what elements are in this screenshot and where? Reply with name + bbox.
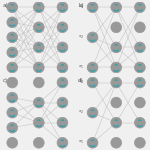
Circle shape — [87, 77, 98, 88]
Text: $x_1$: $x_1$ — [78, 139, 84, 146]
Circle shape — [33, 22, 44, 33]
Circle shape — [7, 2, 18, 13]
Circle shape — [87, 32, 98, 43]
Circle shape — [111, 77, 122, 88]
Circle shape — [87, 137, 98, 148]
Circle shape — [111, 137, 122, 148]
Circle shape — [7, 122, 18, 133]
Circle shape — [33, 97, 44, 108]
Circle shape — [57, 137, 68, 148]
Circle shape — [135, 117, 145, 128]
Circle shape — [135, 42, 145, 53]
Circle shape — [33, 117, 44, 128]
Circle shape — [7, 137, 18, 148]
Circle shape — [57, 22, 68, 33]
Text: $x_2$: $x_2$ — [78, 34, 84, 41]
Circle shape — [7, 77, 18, 88]
Circle shape — [7, 32, 18, 43]
Circle shape — [135, 97, 145, 108]
Text: a): a) — [3, 3, 9, 8]
Circle shape — [57, 42, 68, 53]
Circle shape — [111, 22, 122, 33]
Circle shape — [57, 117, 68, 128]
Circle shape — [87, 107, 98, 118]
Circle shape — [57, 97, 68, 108]
Circle shape — [135, 22, 145, 33]
Circle shape — [135, 77, 145, 88]
Circle shape — [7, 92, 18, 103]
Text: $x_2$: $x_2$ — [78, 109, 84, 116]
Circle shape — [33, 42, 44, 53]
Circle shape — [111, 97, 122, 108]
Text: d): d) — [78, 78, 84, 83]
Circle shape — [33, 2, 44, 13]
Text: $x_3$: $x_3$ — [78, 79, 84, 86]
Circle shape — [7, 47, 18, 58]
Circle shape — [7, 17, 18, 28]
Circle shape — [135, 2, 145, 13]
Circle shape — [7, 107, 18, 118]
Circle shape — [33, 77, 44, 88]
Circle shape — [57, 62, 68, 73]
Circle shape — [111, 42, 122, 53]
Circle shape — [87, 2, 98, 13]
Circle shape — [7, 62, 18, 73]
Text: $x_3$: $x_3$ — [78, 4, 84, 11]
Circle shape — [135, 62, 145, 73]
Circle shape — [87, 62, 98, 73]
Circle shape — [111, 62, 122, 73]
Circle shape — [57, 2, 68, 13]
Circle shape — [111, 117, 122, 128]
Circle shape — [57, 77, 68, 88]
Text: c): c) — [3, 78, 8, 83]
Circle shape — [135, 137, 145, 148]
Text: b): b) — [78, 3, 84, 8]
Circle shape — [111, 2, 122, 13]
Circle shape — [33, 62, 44, 73]
Circle shape — [33, 137, 44, 148]
Text: $x_1$: $x_1$ — [78, 64, 84, 71]
